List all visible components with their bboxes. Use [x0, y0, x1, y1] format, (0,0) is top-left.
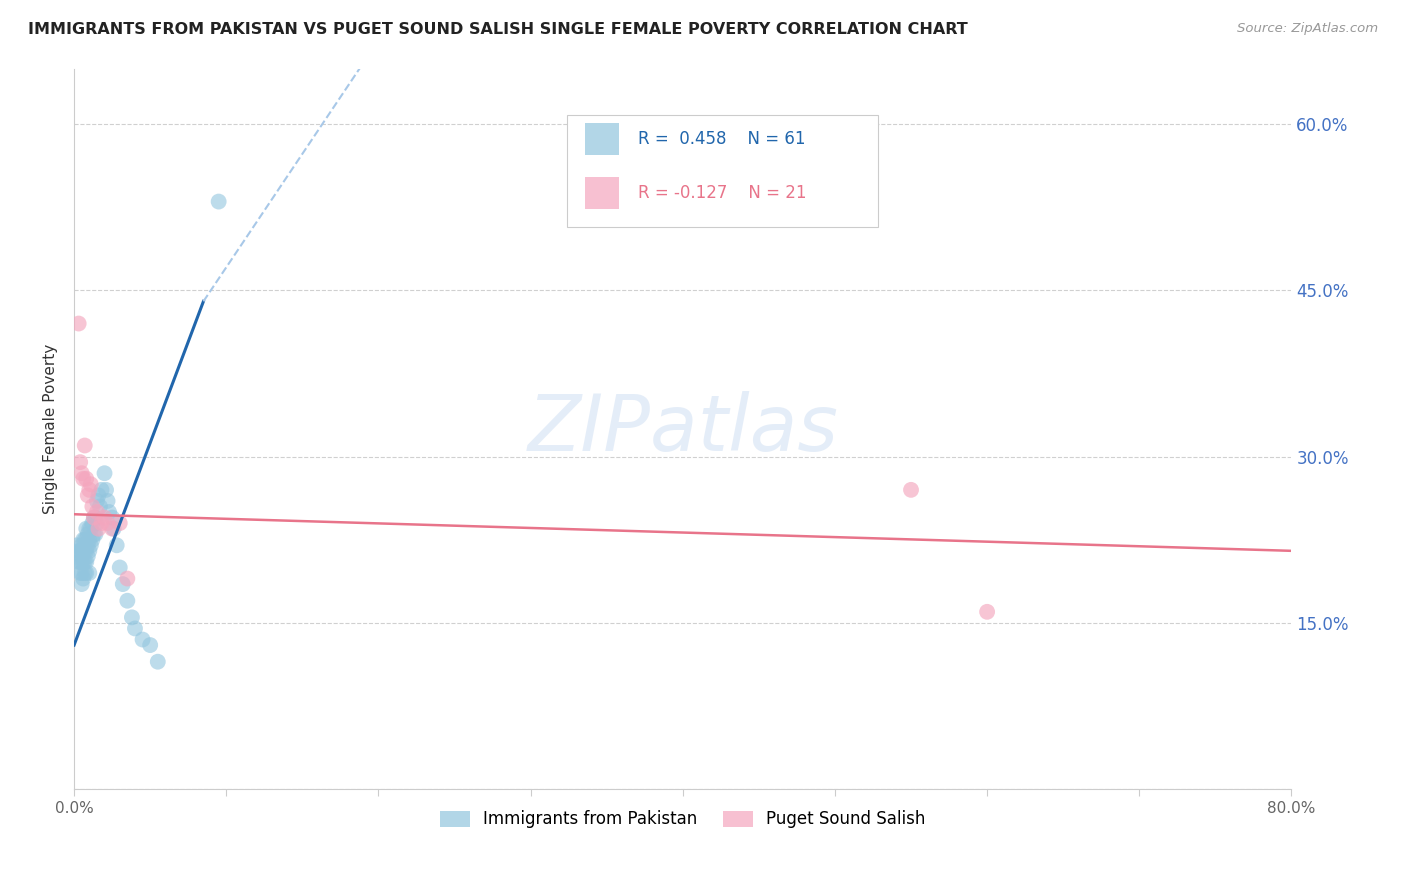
Point	[79, 544, 101, 558]
Point	[80, 522, 103, 536]
Text: R = -0.127    N = 21: R = -0.127 N = 21	[638, 184, 806, 202]
Point	[70, 544, 93, 558]
Point	[139, 638, 162, 652]
Point	[101, 522, 124, 536]
Point	[94, 483, 117, 497]
Point	[108, 516, 131, 530]
Point	[75, 544, 97, 558]
Point	[75, 555, 97, 569]
Point	[84, 527, 107, 541]
Point	[108, 560, 131, 574]
Point	[69, 555, 91, 569]
Point	[93, 467, 115, 481]
Point	[97, 494, 120, 508]
Point	[79, 566, 101, 580]
Point	[86, 516, 108, 530]
Point	[72, 472, 94, 486]
Point	[70, 555, 93, 569]
Point	[82, 500, 104, 514]
Point	[79, 522, 101, 536]
Point	[70, 549, 93, 564]
Point	[66, 538, 89, 552]
Point	[87, 522, 110, 536]
Point	[67, 544, 90, 558]
Point	[69, 455, 91, 469]
Point	[131, 632, 153, 647]
Point	[105, 538, 128, 552]
Point	[75, 566, 97, 580]
Y-axis label: Single Female Poverty: Single Female Poverty	[44, 343, 58, 514]
Point	[900, 483, 922, 497]
Point	[90, 483, 112, 497]
Bar	[585, 177, 620, 209]
Point	[75, 522, 97, 536]
Point	[72, 572, 94, 586]
Point	[83, 510, 105, 524]
Point	[82, 516, 104, 530]
Point	[146, 655, 169, 669]
Point	[70, 577, 93, 591]
Point	[73, 566, 96, 580]
Point	[73, 533, 96, 547]
Point	[83, 510, 105, 524]
Point	[80, 538, 103, 552]
Point	[72, 533, 94, 547]
Text: IMMIGRANTS FROM PAKISTAN VS PUGET SOUND SALISH SINGLE FEMALE POVERTY CORRELATION: IMMIGRANTS FROM PAKISTAN VS PUGET SOUND …	[28, 22, 967, 37]
Point	[84, 510, 107, 524]
Text: R =  0.458    N = 61: R = 0.458 N = 61	[638, 130, 806, 148]
Point	[73, 544, 96, 558]
Point	[70, 538, 93, 552]
Point	[101, 510, 124, 524]
Point	[208, 194, 231, 209]
Point	[90, 516, 112, 530]
Text: Source: ZipAtlas.com: Source: ZipAtlas.com	[1237, 22, 1378, 36]
Point	[69, 566, 91, 580]
Point	[72, 555, 94, 569]
Bar	[585, 122, 620, 155]
Point	[80, 477, 103, 491]
Point	[117, 572, 139, 586]
Point	[93, 510, 115, 524]
Point	[76, 549, 98, 564]
Point	[70, 467, 93, 481]
Point	[75, 533, 97, 547]
Point	[76, 527, 98, 541]
Point	[124, 622, 146, 636]
Point	[76, 488, 98, 502]
Point	[976, 605, 998, 619]
Point	[121, 610, 143, 624]
Point	[73, 555, 96, 569]
Point	[79, 483, 101, 497]
Point	[111, 577, 134, 591]
Legend: Immigrants from Pakistan, Puget Sound Salish: Immigrants from Pakistan, Puget Sound Sa…	[433, 804, 932, 835]
Point	[97, 516, 120, 530]
Point	[70, 566, 93, 580]
Point	[67, 317, 90, 331]
Point	[73, 438, 96, 452]
Point	[69, 544, 91, 558]
Point	[103, 522, 125, 536]
FancyBboxPatch shape	[567, 115, 877, 227]
Point	[72, 544, 94, 558]
Text: ZIPatlas: ZIPatlas	[527, 391, 838, 467]
Point	[79, 533, 101, 547]
Point	[117, 593, 139, 607]
Point	[76, 538, 98, 552]
Point	[89, 500, 111, 514]
Point	[67, 555, 90, 569]
Point	[98, 505, 121, 519]
Point	[86, 494, 108, 508]
Point	[83, 527, 105, 541]
Point	[75, 472, 97, 486]
Point	[87, 488, 110, 502]
Point	[82, 533, 104, 547]
Point	[86, 505, 108, 519]
